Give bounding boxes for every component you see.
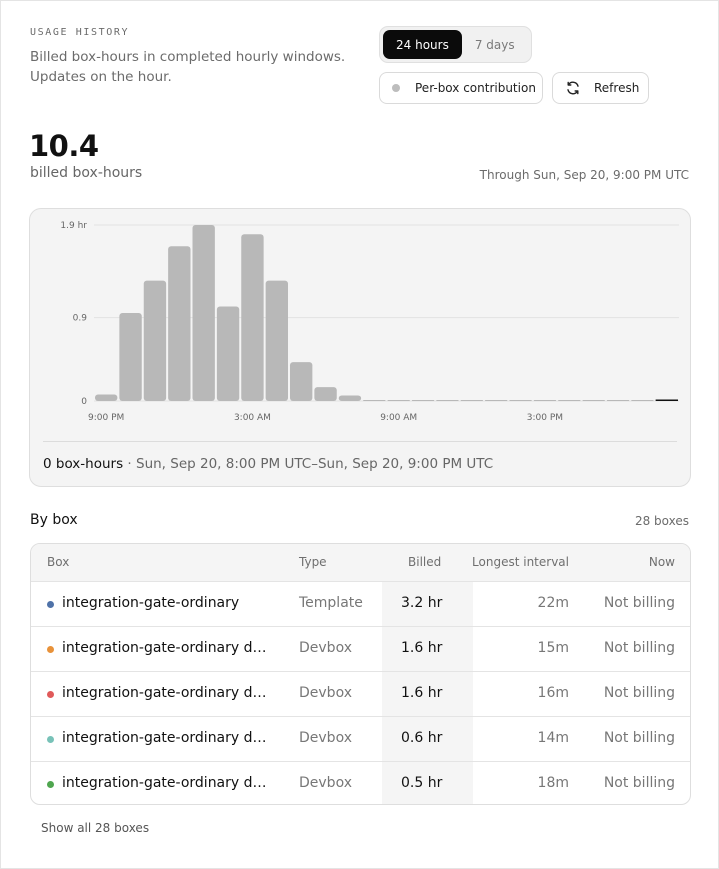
refresh-button[interactable]: Refresh bbox=[552, 72, 649, 104]
box-billed: 1.6 hr bbox=[401, 685, 443, 701]
by-box-title: By box bbox=[30, 512, 78, 528]
box-now-status: Not billing bbox=[603, 640, 675, 656]
box-color-dot bbox=[47, 691, 54, 698]
box-type: Devbox bbox=[299, 775, 352, 791]
y-tick-label: 0.9 bbox=[73, 314, 88, 324]
total-billed-label: billed box-hours bbox=[30, 165, 143, 181]
box-type: Devbox bbox=[299, 730, 352, 746]
box-longest-interval: 15m bbox=[537, 640, 569, 656]
x-tick-label: 3:00 AM bbox=[234, 413, 271, 423]
bar bbox=[241, 234, 264, 401]
bar bbox=[192, 225, 215, 401]
x-tick-label: 3:00 PM bbox=[527, 413, 563, 423]
column-header-type[interactable]: Type bbox=[299, 555, 327, 569]
bar bbox=[411, 400, 435, 401]
bar bbox=[387, 400, 410, 401]
usage-chart-card: 1.9 hr 0.9 0 9:00 PM 3:00 AM 9:00 AM 3:00 PM 0… bbox=[29, 208, 691, 487]
bar bbox=[631, 400, 654, 401]
usage-bar-chart: 1.9 hr 0.9 09:00 PM 3:00 AM 9:00 AM 3:00 PM bbox=[60, 221, 679, 423]
box-name: integration-gate-ordinary dev... bbox=[62, 775, 270, 791]
through-timestamp: Through Sun, Sep 20, 9:00 PM UTC bbox=[479, 168, 689, 182]
x-tick-label: 9:00 AM bbox=[380, 413, 417, 423]
box-now-status: Not billing bbox=[603, 775, 675, 791]
box-longest-interval: 22m bbox=[537, 595, 569, 611]
bar bbox=[216, 306, 240, 401]
table-row[interactable]: integration-gate-ordinary dev... Devbox 1.… bbox=[31, 626, 690, 671]
box-name: integration-gate-ordinary bbox=[62, 595, 240, 611]
box-name: integration-gate-ordinary dev... bbox=[62, 640, 270, 656]
hover-value: 0 box-hours bbox=[43, 456, 124, 472]
box-longest-interval: 14m bbox=[537, 730, 569, 746]
box-color-dot bbox=[47, 601, 54, 608]
bar bbox=[168, 246, 191, 401]
bar bbox=[95, 394, 118, 401]
box-name: integration-gate-ordinary dev... bbox=[62, 685, 270, 701]
box-longest-interval: 18m bbox=[537, 775, 569, 791]
bar bbox=[606, 400, 630, 401]
table-header: Box Type Billed Longest interval Now bbox=[31, 544, 690, 581]
box-now-status: Not billing bbox=[603, 730, 675, 746]
y-tick-label: 1.9 hr bbox=[60, 221, 87, 231]
bar bbox=[533, 400, 557, 401]
bar bbox=[460, 400, 483, 401]
x-tick-label: 9:00 PM bbox=[88, 413, 124, 423]
bar bbox=[558, 400, 581, 401]
range-7-days-button[interactable]: 7 days bbox=[474, 37, 515, 52]
bar bbox=[290, 362, 313, 401]
column-header-box[interactable]: Box bbox=[47, 555, 70, 569]
bar bbox=[119, 313, 142, 401]
bar bbox=[485, 400, 508, 401]
bar-selected bbox=[655, 399, 678, 401]
per-box-contribution-label: Per-box contribution bbox=[415, 81, 536, 95]
bar bbox=[338, 395, 362, 401]
box-type: Template bbox=[299, 595, 363, 611]
box-color-dot bbox=[47, 736, 54, 743]
chart-hover-summary: 0 box-hours · Sun, Sep 20, 8:00 PM UTC–S… bbox=[43, 456, 493, 472]
bar bbox=[582, 400, 605, 401]
bar bbox=[509, 400, 532, 401]
by-box-table: Box Type Billed Longest interval Now int… bbox=[30, 543, 691, 805]
range-toggle: 24 hours 7 days bbox=[379, 26, 532, 63]
billed-column-shade bbox=[382, 544, 473, 804]
box-billed: 1.6 hr bbox=[401, 640, 443, 656]
table-row[interactable]: integration-gate-ordinary Template 3.2 hr 2… bbox=[31, 581, 690, 626]
hover-range: · Sun, Sep 20, 8:00 PM UTC–Sun, Sep 20, … bbox=[123, 456, 494, 472]
box-billed: 0.5 hr bbox=[401, 775, 443, 791]
column-header-billed[interactable]: Billed bbox=[408, 555, 442, 569]
bar bbox=[314, 387, 337, 401]
show-all-boxes-link[interactable]: Show all 28 boxes bbox=[41, 821, 150, 835]
box-now-status: Not billing bbox=[603, 595, 675, 611]
box-billed: 3.2 hr bbox=[401, 595, 443, 611]
section-description: Billed box-hours in completed hourly win… bbox=[30, 49, 346, 85]
range-24-hours-button[interactable]: 24 hours bbox=[383, 30, 462, 59]
box-billed: 0.6 hr bbox=[401, 730, 443, 746]
bar bbox=[265, 280, 288, 401]
box-count: 28 boxes bbox=[634, 514, 689, 528]
column-header-longest-interval[interactable]: Longest interval bbox=[472, 555, 569, 569]
table-row[interactable]: integration-gate-ordinary dev... Devbox 0.… bbox=[31, 716, 690, 761]
box-now-status: Not billing bbox=[603, 685, 675, 701]
column-header-now[interactable]: Now bbox=[648, 555, 675, 569]
total-billed-value: 10.4 bbox=[29, 129, 99, 163]
bar bbox=[363, 400, 386, 401]
table-row[interactable]: integration-gate-ordinary dev... Devbox 0.… bbox=[31, 761, 690, 804]
y-tick-label: 0 bbox=[81, 397, 87, 407]
bar bbox=[143, 280, 167, 401]
table-body: integration-gate-ordinary Template 3.2 hr 2… bbox=[31, 581, 690, 804]
refresh-icon bbox=[565, 80, 581, 96]
box-type: Devbox bbox=[299, 685, 352, 701]
bar bbox=[436, 400, 459, 401]
box-name: integration-gate-ordinary dev... bbox=[62, 730, 270, 746]
box-type: Devbox bbox=[299, 640, 352, 656]
per-box-contribution-button[interactable]: Per-box contribution bbox=[379, 72, 543, 104]
refresh-label: Refresh bbox=[594, 81, 640, 95]
table-row[interactable]: integration-gate-ordinary dev... Devbox 1.… bbox=[31, 671, 690, 716]
chart-divider bbox=[43, 441, 677, 442]
contribution-dot-icon bbox=[392, 84, 400, 92]
section-kicker: USAGE HISTORY bbox=[30, 27, 130, 38]
box-color-dot bbox=[47, 781, 54, 788]
box-color-dot bbox=[47, 646, 54, 653]
box-longest-interval: 16m bbox=[537, 685, 569, 701]
